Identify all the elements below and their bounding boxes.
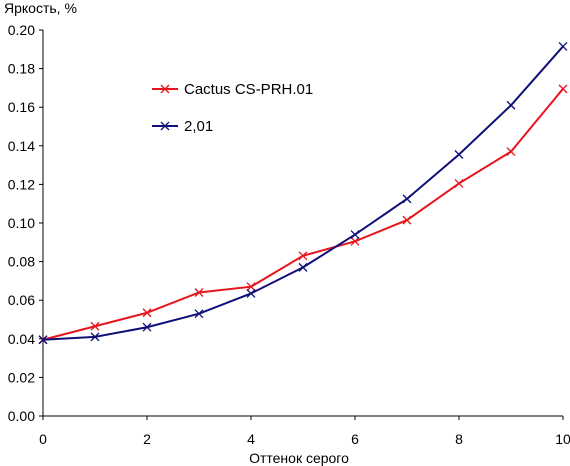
data-point-marker — [454, 178, 464, 188]
series-layer — [38, 41, 568, 345]
data-point-marker — [38, 335, 48, 345]
data-point-marker — [194, 288, 204, 297]
data-point-marker — [506, 147, 516, 157]
y-tick-label: 0.14 — [8, 138, 35, 154]
data-point-marker — [558, 84, 568, 94]
y-tick-label: 0.08 — [8, 254, 35, 270]
y-tick-label: 0.10 — [8, 215, 35, 231]
y-axis-label: Яркость, % — [4, 0, 77, 16]
data-point-marker — [350, 236, 360, 246]
y-tick-label: 0.06 — [8, 292, 35, 308]
data-point-marker — [402, 215, 412, 225]
data-point-marker — [298, 262, 308, 272]
data-point-marker — [558, 41, 568, 51]
y-tick-label: 0.16 — [8, 99, 35, 115]
y-tick-label: 0.20 — [8, 22, 35, 38]
data-point-marker — [90, 332, 100, 342]
legend: Cactus CS-PRH.01 2,01 — [152, 81, 313, 135]
data-point-marker — [298, 251, 308, 261]
data-point-marker — [506, 100, 516, 110]
series-line-1 — [42, 88, 564, 341]
data-point-marker — [194, 309, 204, 319]
data-point-marker — [142, 308, 152, 318]
x-tick-label: 2 — [143, 431, 151, 447]
legend-label: Cactus CS-PRH.01 — [184, 81, 313, 98]
y-tick-label: 0.12 — [8, 176, 35, 192]
y-tick-label: 0.00 — [8, 408, 35, 424]
data-point-marker — [142, 322, 152, 332]
legend-label: 2,01 — [184, 118, 213, 135]
x-axis-label: Оттенок серого — [249, 450, 349, 466]
legend-marker — [160, 84, 170, 94]
x-tick-label: 8 — [455, 431, 463, 447]
data-point-marker — [402, 194, 412, 204]
x-tick-label: 6 — [351, 431, 359, 447]
legend-marker — [160, 121, 170, 131]
data-point-marker — [246, 288, 256, 298]
y-tick-label: 0.04 — [8, 331, 35, 347]
x-tick-label: 0 — [39, 431, 47, 447]
x-tick-label: 4 — [247, 431, 255, 447]
y-tick-label: 0.02 — [8, 369, 35, 385]
y-tick-label: 0.18 — [8, 61, 35, 77]
x-tick-label: 10 — [555, 431, 570, 447]
x-ticks: 0 2 4 6 8 10 — [39, 416, 570, 447]
data-point-marker — [90, 321, 100, 331]
data-point-marker — [246, 282, 256, 292]
data-point-marker — [350, 230, 360, 240]
data-point-marker — [454, 150, 464, 159]
y-ticks: 0.00 0.02 0.04 0.06 0.08 0.10 0.12 0.14 0.16 0.18… — [8, 22, 43, 424]
